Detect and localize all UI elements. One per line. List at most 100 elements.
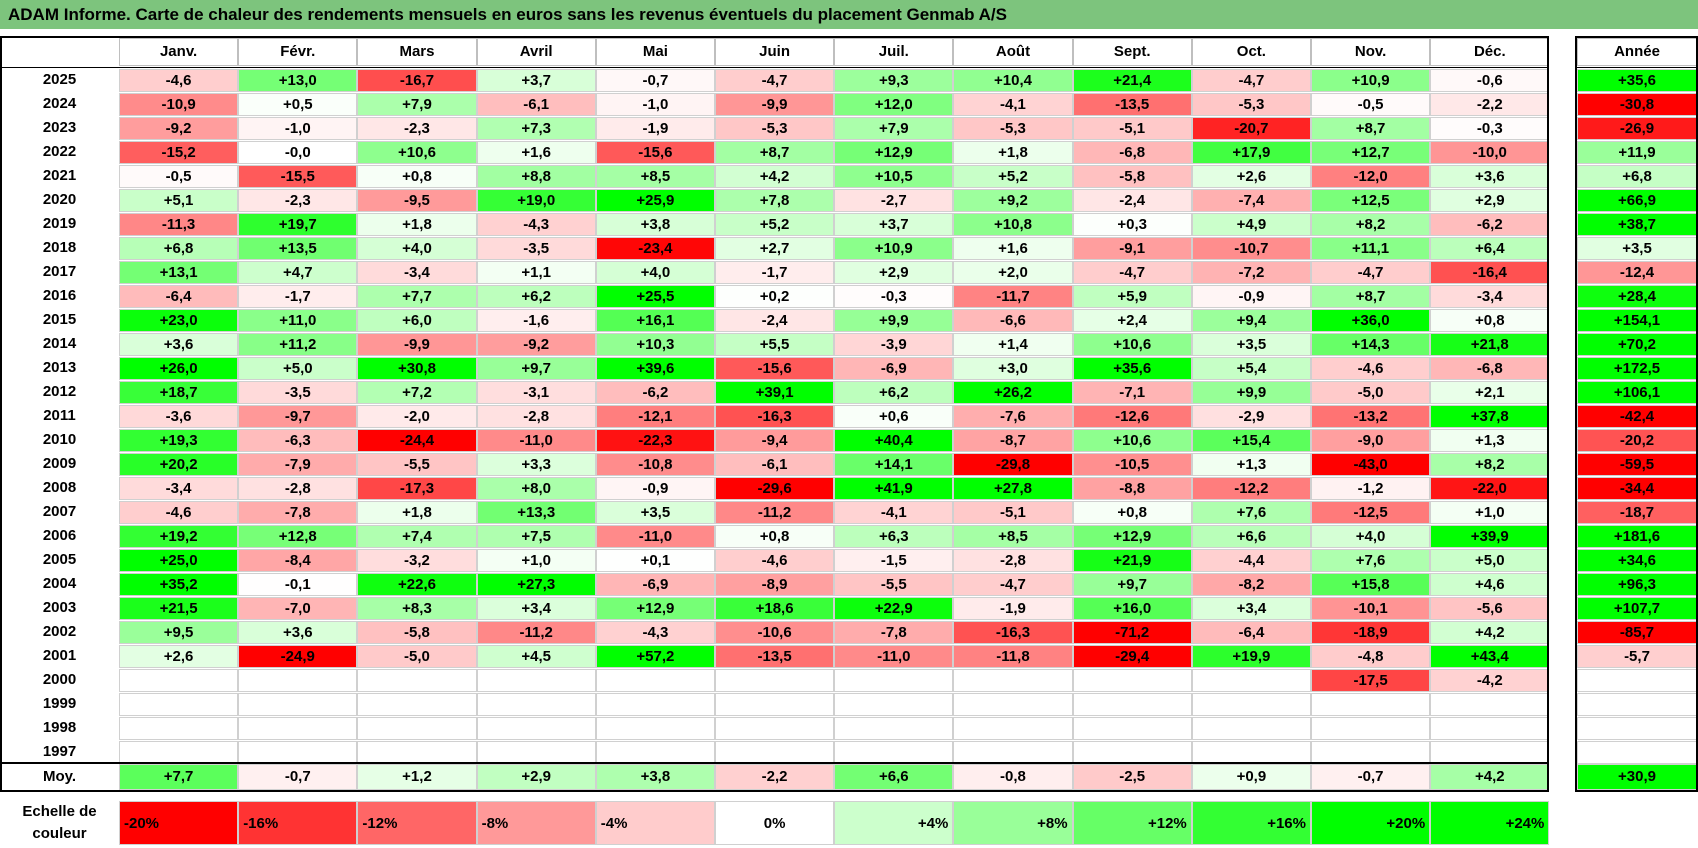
annual-cell: +154,1 [1577,309,1697,332]
heatmap-cell: -9,9 [715,93,835,116]
heatmap-cell [1311,693,1431,716]
heatmap-cell: -4,3 [595,621,715,644]
heatmap-cell [715,717,835,740]
heatmap-cell: -15,6 [595,141,715,164]
annual-cell: +28,4 [1577,285,1697,308]
heatmap-cell: +8,5 [953,525,1073,548]
heatmap-cell: -5,1 [1072,117,1192,140]
annual-cell: +181,6 [1577,525,1697,548]
heatmap-cell: +13,0 [238,69,358,92]
heatmap-cell: +21,4 [1072,69,1192,92]
annual-cell: -34,4 [1577,477,1697,500]
heatmap-cell [1072,717,1192,740]
heatmap-cell: -2,8 [238,477,358,500]
heatmap-cell: -4,7 [953,573,1073,596]
annual-cell: -20,2 [1577,429,1697,452]
heatmap-cell: +1,0 [1430,501,1550,524]
heatmap-cell: +6,6 [1191,525,1311,548]
heatmap-cell [119,741,239,764]
year-label: 2013 [42,359,77,376]
heatmap-cell: +26,2 [953,381,1073,404]
heatmap-cell: -10,6 [715,621,835,644]
heatmap-cell: +4,0 [1311,525,1431,548]
year-label: 2006 [42,527,77,544]
heatmap-cell: +7,6 [1191,501,1311,524]
heatmap-cell: +10,9 [1311,69,1431,92]
average-cell: -0,7 [238,764,358,790]
heatmap-cell: +1,3 [1430,429,1550,452]
heatmap-cell: -17,5 [1311,669,1431,692]
year-label: 2007 [42,503,77,520]
heatmap-cell: +3,3 [476,453,596,476]
heatmap-cell [357,693,477,716]
heatmap-cell [595,669,715,692]
heatmap-cell: +0,8 [715,525,835,548]
heatmap-cell: -11,7 [953,285,1073,308]
heatmap-cell [1430,717,1550,740]
heatmap-cell: +1,4 [953,333,1073,356]
year-label: 2018 [42,239,77,256]
heatmap-cell: -6,2 [1430,213,1550,236]
heatmap-cell: -2,9 [1191,405,1311,428]
heatmap-cell: +3,5 [1191,333,1311,356]
heatmap-cell: -16,7 [357,69,477,92]
heatmap-cell [953,669,1073,692]
heatmap-cell [1430,693,1550,716]
heatmap-cell: +21,9 [1072,549,1192,572]
heatmap-cell: -13,5 [715,645,835,668]
heatmap-cell: +57,2 [595,645,715,668]
column-header: Sept. [1072,38,1192,66]
heatmap-cell: -23,4 [595,237,715,260]
heatmap-cell: +39,6 [595,357,715,380]
heatmap-cell: +3,6 [119,333,239,356]
heatmap-cell [715,669,835,692]
year-label: 2014 [42,335,77,352]
heatmap-cell: +9,9 [1191,381,1311,404]
column-header: Juin [715,38,835,66]
heatmap-cell: +10,5 [834,165,954,188]
heatmap-cell: +25,5 [595,285,715,308]
heatmap-cell: -15,5 [238,165,358,188]
heatmap-cell: +8,5 [595,165,715,188]
heatmap-cell [1430,741,1550,764]
heatmap-cell: +15,4 [1191,429,1311,452]
heatmap-cell: -6,4 [119,285,239,308]
heatmap-cell: +19,9 [1191,645,1311,668]
year-label: 2017 [42,263,77,280]
heatmap-cell: +2,6 [1191,165,1311,188]
heatmap-cell: +11,1 [1311,237,1431,260]
column-header: Avril [476,38,596,66]
column-header: Oct. [1191,38,1311,66]
heatmap-cell: +9,5 [119,621,239,644]
heatmap-cell [595,741,715,764]
heatmap-cell [357,669,477,692]
heatmap-cell: -8,4 [238,549,358,572]
heatmap-cell: -8,9 [715,573,835,596]
heatmap-cell: +9,9 [834,309,954,332]
heatmap-cell: -4,6 [715,549,835,572]
color-scale-label: Echelle de [22,803,97,820]
heatmap-cell: -3,9 [834,333,954,356]
heatmap-cell: +41,9 [834,477,954,500]
heatmap-cell: +21,8 [1430,333,1550,356]
year-label: 2012 [42,383,77,400]
heatmap-cell: +19,3 [119,429,239,452]
heatmap-cell [834,693,954,716]
heatmap-cell: -2,7 [834,189,954,212]
heatmap-cell: +15,8 [1311,573,1431,596]
heatmap-cell: +14,1 [834,453,954,476]
heatmap-cell [119,693,239,716]
heatmap-cell: +4,2 [1430,621,1550,644]
heatmap-cell: +2,0 [953,261,1073,284]
color-scale-step: +20% [1311,801,1431,845]
heatmap-cell: +10,3 [595,333,715,356]
heatmap-cell: +10,6 [1072,333,1192,356]
heatmap-cell: +5,2 [953,165,1073,188]
heatmap-cell: +16,0 [1072,597,1192,620]
heatmap-cell: -0,5 [1311,93,1431,116]
year-label: 2003 [42,599,77,616]
heatmap-cell: +11,0 [238,309,358,332]
annual-header-separator [1577,67,1697,68]
heatmap-cell: +19,0 [476,189,596,212]
heatmap-cell: -15,6 [715,357,835,380]
